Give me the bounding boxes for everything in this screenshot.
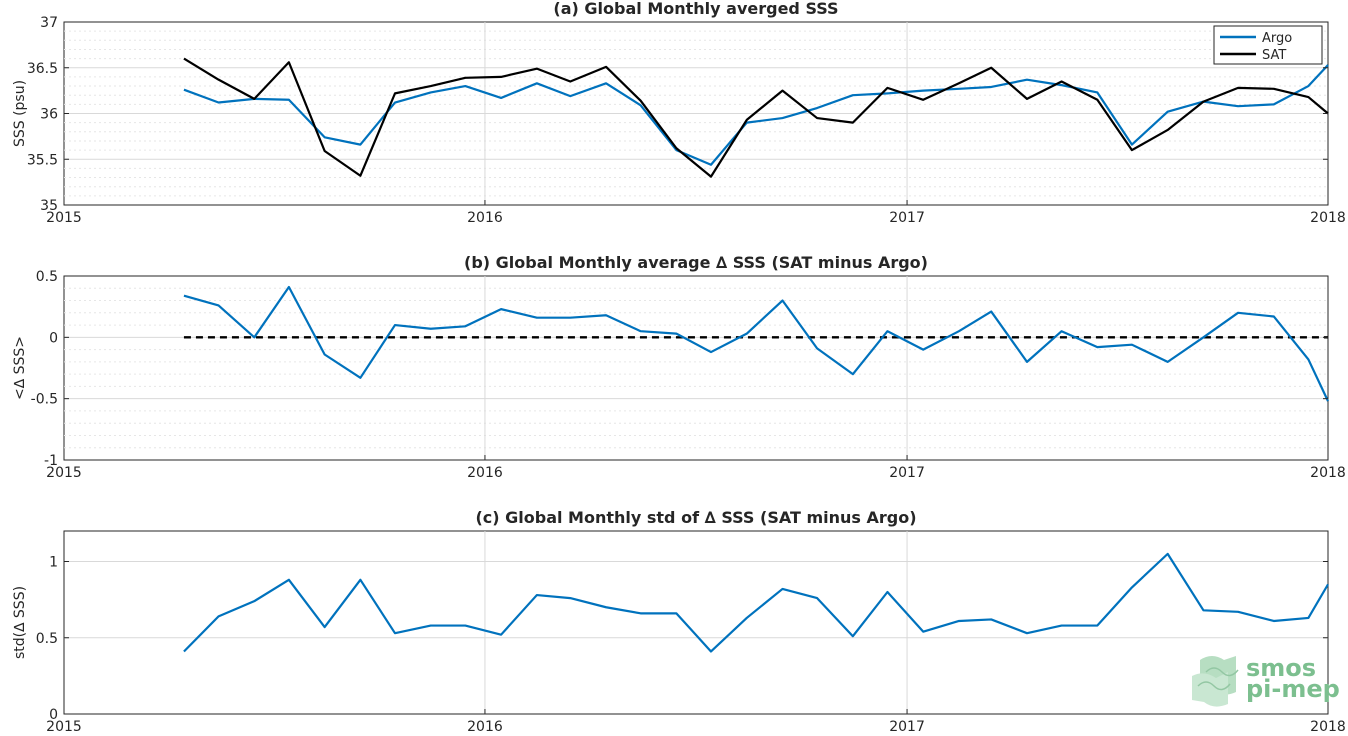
panel-b-y-tick-label: 0 bbox=[49, 330, 58, 346]
panel-a-x-tick-label: 2017 bbox=[889, 210, 925, 226]
panel-c-series-0-line bbox=[183, 552, 1329, 653]
panel-a-legend: Argo SAT bbox=[1213, 25, 1323, 65]
panel-b-title: (b) Global Monthly average ∆ SSS (SAT mi… bbox=[464, 253, 928, 272]
panel-c-y-axis-label: std(∆ SSS) bbox=[12, 586, 28, 659]
panel-a-y-tick-label: 35.5 bbox=[27, 152, 58, 168]
logo-line-1: smos bbox=[1246, 654, 1316, 682]
panel-b-grid bbox=[64, 276, 1328, 460]
panel-b-frame bbox=[63, 275, 1329, 461]
panel-a-x-tick-label: 2015 bbox=[46, 210, 82, 226]
panel-b-y-tick-label: 0.5 bbox=[36, 269, 58, 285]
panel-b: -1 -0.5 0 0.5 2015 2016 2017 2018 (b) Global Mo… bbox=[12, 253, 1346, 481]
panel-c-y-tick-label: 1 bbox=[49, 555, 58, 571]
panel-b-series bbox=[183, 285, 1329, 402]
panel-b-ticks: -1 -0.5 0 0.5 2015 2016 2017 2018 bbox=[31, 269, 1346, 481]
panel-a: 35 35.5 36 36.5 37 2015 2016 2017 2018 (a) Globa… bbox=[12, 0, 1346, 226]
panel-c-ticks: 0 0.5 1 2015 2016 2017 2018 bbox=[36, 555, 1346, 736]
panel-a-ticks: 35 35.5 36 36.5 37 2015 2016 2017 2018 bbox=[27, 15, 1346, 226]
smos-pi-mep-logo-icon bbox=[1192, 656, 1239, 707]
panel-a-y-tick-label: 35 bbox=[40, 198, 58, 214]
panel-a-series bbox=[183, 57, 1329, 178]
panel-a-grid bbox=[64, 22, 1328, 205]
panel-c-x-tick-label: 2017 bbox=[889, 719, 925, 735]
panel-a-argo-line bbox=[183, 64, 1329, 166]
smos-pi-mep-logo: smos pi-mep bbox=[1192, 654, 1340, 707]
legend-label-sat: SAT bbox=[1262, 48, 1286, 63]
panel-a-x-tick-label: 2016 bbox=[467, 210, 503, 226]
panel-a-y-tick-label: 36 bbox=[40, 107, 58, 123]
panel-c-grid bbox=[64, 531, 1328, 714]
panel-c: 0 0.5 1 2015 2016 2017 2018 (c) Global Monthly… bbox=[12, 508, 1346, 735]
logo-line-2: pi-mep bbox=[1246, 675, 1340, 703]
panel-a-y-tick-label: 36.5 bbox=[27, 61, 58, 77]
panel-b-x-tick-label: 2016 bbox=[467, 465, 503, 481]
panel-a-y-tick-label: 37 bbox=[40, 15, 58, 31]
legend-label-argo: Argo bbox=[1262, 31, 1292, 46]
panel-a-title: (a) Global Monthly averged SSS bbox=[553, 0, 838, 18]
panel-c-series bbox=[183, 552, 1329, 653]
panel-b-y-axis-label: <∆ SSS> bbox=[12, 336, 28, 400]
panel-c-y-tick-label: 0 bbox=[49, 707, 58, 723]
panel-a-sat-line bbox=[183, 57, 1329, 178]
panel-b-y-tick-label: -0.5 bbox=[31, 392, 58, 408]
panel-c-x-tick-label: 2015 bbox=[46, 719, 82, 735]
panel-b-series-0-line bbox=[183, 285, 1329, 402]
legend-box bbox=[1213, 25, 1323, 65]
panel-c-x-tick-label: 2016 bbox=[467, 719, 503, 735]
panel-b-x-tick-label: 2018 bbox=[1310, 465, 1346, 481]
panel-a-x-tick-label: 2018 bbox=[1310, 210, 1346, 226]
panel-b-x-tick-label: 2015 bbox=[46, 465, 82, 481]
panel-a-y-axis-label: SSS (psu) bbox=[12, 80, 28, 147]
panel-c-title: (c) Global Monthly std of ∆ SSS (SAT min… bbox=[475, 508, 916, 527]
panel-c-y-tick-label: 0.5 bbox=[36, 631, 58, 647]
panel-b-y-tick-label: -1 bbox=[44, 453, 58, 469]
panel-c-frame bbox=[63, 530, 1329, 715]
panel-c-x-tick-label: 2018 bbox=[1310, 719, 1346, 735]
panel-b-x-tick-label: 2017 bbox=[889, 465, 925, 481]
